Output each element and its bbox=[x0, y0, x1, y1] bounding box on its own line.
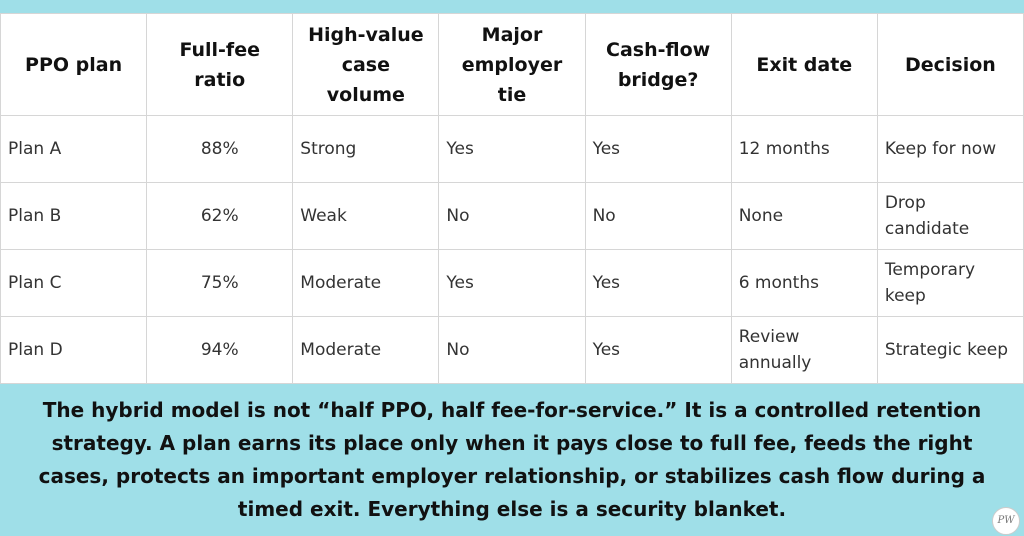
cell-line: Drop bbox=[884, 193, 926, 213]
table-cell: 88% bbox=[146, 115, 294, 183]
cell-line: ratio bbox=[194, 68, 246, 91]
summary-text: The hybrid model is not “half PPO, half … bbox=[0, 394, 1024, 526]
header-cell: Cash-flow bridge? bbox=[584, 13, 732, 116]
header-cell: PPO plan bbox=[0, 13, 148, 116]
table-cell: No bbox=[438, 316, 586, 384]
cell-line: High-value bbox=[308, 23, 424, 46]
table-cell: Plan B bbox=[0, 182, 148, 250]
header-cell: Full-fee ratio bbox=[146, 13, 294, 116]
header-cell: Exit date bbox=[730, 13, 878, 116]
table-cell: Strategic keep bbox=[876, 316, 1024, 384]
table-cell: Plan A bbox=[0, 115, 148, 183]
table-cell: No bbox=[438, 182, 586, 250]
header-cell: Decision bbox=[876, 13, 1024, 116]
table-row: Plan C 75% Moderate Yes Yes 6 months Temporary… bbox=[0, 249, 1024, 317]
header-cell: High-value case volume bbox=[292, 13, 440, 116]
table-cell: Strong bbox=[292, 115, 440, 183]
table-cell: 12 months bbox=[730, 115, 878, 183]
cell-line: Temporary bbox=[884, 260, 976, 280]
cell-line: bridge? bbox=[617, 68, 699, 91]
table-row: Plan B 62% Weak No No None Drop candidate bbox=[0, 182, 1024, 250]
table-cell: Yes bbox=[584, 249, 732, 317]
table-cell: No bbox=[584, 182, 732, 250]
cell-line: candidate bbox=[884, 219, 970, 239]
summary-line: cases, protects an important employer re… bbox=[38, 464, 986, 488]
table-cell: 6 months bbox=[730, 249, 878, 317]
cell-line: annually bbox=[738, 353, 812, 373]
cell-line: Major bbox=[481, 23, 543, 46]
table-cell: Yes bbox=[438, 115, 586, 183]
table-cell: Plan C bbox=[0, 249, 148, 317]
table-cell: Moderate bbox=[292, 316, 440, 384]
table-cell: Yes bbox=[584, 115, 732, 183]
table-body: Plan A 88% Strong Yes Yes 12 months Keep for n… bbox=[0, 115, 1024, 384]
table-cell: 94% bbox=[146, 316, 294, 384]
table-cell: Yes bbox=[438, 249, 586, 317]
table-cell: Keep for now bbox=[876, 115, 1024, 183]
summary-line: strategy. A plan earns its place only wh… bbox=[51, 431, 973, 455]
table-row: Plan A 88% Strong Yes Yes 12 months Keep for n… bbox=[0, 115, 1024, 183]
table-cell: None bbox=[730, 182, 878, 250]
cell-line: case volume bbox=[326, 53, 405, 106]
table-cell: Moderate bbox=[292, 249, 440, 317]
summary-line: The hybrid model is not “half PPO, half … bbox=[42, 398, 982, 422]
table-cell: Temporary keep bbox=[876, 249, 1024, 317]
table-cell: Drop candidate bbox=[876, 182, 1024, 250]
summary-line: timed exit. Everything else is a securit… bbox=[237, 497, 787, 521]
plan-table: PPO plan Full-fee ratio High-value case volu… bbox=[0, 13, 1024, 384]
cell-line: Cash-flow bbox=[606, 38, 711, 61]
table-cell: Plan D bbox=[0, 316, 148, 384]
logo: PW bbox=[992, 507, 1020, 535]
cell-line: keep bbox=[884, 286, 926, 306]
header-row: PPO plan Full-fee ratio High-value case volu… bbox=[0, 13, 1024, 116]
cell-line: Review bbox=[738, 327, 800, 347]
table-cell: Yes bbox=[584, 316, 732, 384]
cell-line: employer tie bbox=[461, 53, 563, 106]
cell-line: Full-fee bbox=[179, 38, 260, 61]
table-cell: Weak bbox=[292, 182, 440, 250]
table-cell: Review annually bbox=[730, 316, 878, 384]
table-row: Plan D 94% Moderate No Yes Review annually Stra… bbox=[0, 316, 1024, 384]
header-cell: Major employer tie bbox=[438, 13, 586, 116]
table-cell: 75% bbox=[146, 249, 294, 317]
table-cell: 62% bbox=[146, 182, 294, 250]
